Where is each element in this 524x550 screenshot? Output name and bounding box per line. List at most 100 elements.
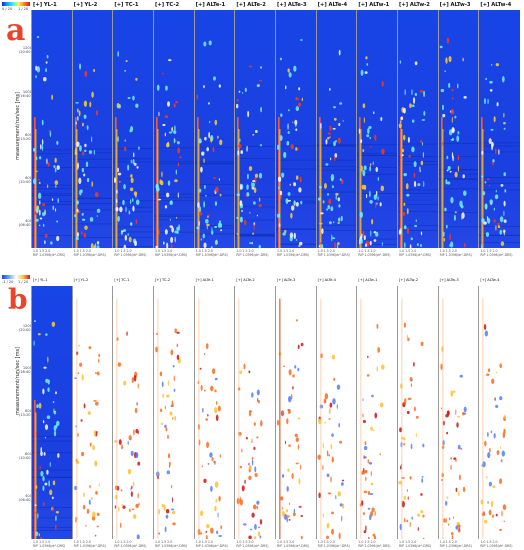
signal-spot <box>237 98 240 102</box>
lane-title[interactable]: [+] ALTe-4 <box>317 2 348 8</box>
signal-spot <box>333 156 335 162</box>
signal-spot <box>403 322 406 328</box>
signal-spot <box>175 100 178 104</box>
signal-spot <box>296 202 299 207</box>
signal-spot <box>380 117 383 122</box>
signal-spot <box>334 153 337 158</box>
rip-line <box>359 117 361 248</box>
signal-spot <box>165 514 169 519</box>
lane-title[interactable]: [+] ALTe-3 <box>277 2 307 8</box>
signal-spot <box>96 525 99 528</box>
band <box>72 197 114 199</box>
signal-spot <box>93 149 95 155</box>
signal-spot <box>46 469 49 475</box>
signal-spot <box>339 503 343 507</box>
signal-spot <box>96 208 100 213</box>
signal-spot <box>366 63 369 66</box>
signal-spot <box>82 173 85 177</box>
difference-streak <box>116 298 118 539</box>
panel-b-y-axis-label: measurement/run/sec [ms] <box>15 346 21 415</box>
signal-spot <box>132 95 135 101</box>
signal-spot <box>379 202 383 207</box>
signal-spot <box>167 59 172 62</box>
signal-spot <box>442 231 445 237</box>
lane-title[interactable]: [+] ALTe-2 <box>236 278 255 282</box>
lane-title[interactable]: [+] ALTe-4 <box>317 278 336 282</box>
lane-title[interactable]: [+] ALTe-1 <box>195 2 226 8</box>
signal-spot <box>214 186 219 193</box>
lane-title[interactable]: [+] ALTw-4 <box>480 2 512 8</box>
signal-spot <box>54 167 57 173</box>
signal-spot <box>35 156 38 161</box>
lane-title[interactable]: [+] YL-1 <box>33 278 48 282</box>
signal-spot <box>341 479 344 482</box>
signal-spot <box>421 119 426 121</box>
lane-title[interactable]: [+] ALTw-2 <box>399 2 430 8</box>
lane-title[interactable]: [+] YL-2 <box>73 2 98 8</box>
panel-b-colorbar-max: 1 / 20 <box>18 280 29 284</box>
signal-spot <box>375 167 379 173</box>
lane-title[interactable]: [+] TC-1 <box>114 278 130 282</box>
signal-spot <box>413 161 417 168</box>
band <box>154 216 195 217</box>
band <box>316 224 358 226</box>
signal-spot <box>406 227 410 235</box>
signal-spot <box>129 508 131 513</box>
signal-spot <box>260 106 263 113</box>
lane-title[interactable]: [+] ALTw-2 <box>399 278 419 282</box>
rip-glow <box>197 129 200 248</box>
signal-spot <box>378 176 380 181</box>
signal-spot <box>325 535 329 539</box>
signal-spot <box>130 174 133 178</box>
signal-spot <box>258 204 263 208</box>
band <box>398 189 439 191</box>
signal-spot <box>481 218 486 223</box>
signal-spot <box>300 515 304 517</box>
lane-title[interactable]: [+] TC-2 <box>155 278 171 282</box>
lane-x-label: RIP 1.0396(dr²-DRS) <box>33 253 66 257</box>
signal-spot <box>490 89 493 92</box>
signal-spot <box>52 480 56 486</box>
signal-spot <box>502 75 505 83</box>
signal-spot <box>203 242 207 248</box>
signal-spot <box>115 207 119 212</box>
band <box>398 192 439 194</box>
signal-spot <box>88 499 91 505</box>
signal-spot <box>292 512 296 517</box>
difference-streak <box>360 298 362 539</box>
signal-spot <box>256 506 259 510</box>
lane-title[interactable]: [+] ALTw-1 <box>358 2 390 8</box>
signal-spot <box>277 176 282 183</box>
signal-spot <box>414 92 417 97</box>
lane-title[interactable]: [+] ALTw-1 <box>358 278 378 282</box>
lane-title[interactable]: [+] ALTw-4 <box>480 278 500 282</box>
signal-spot <box>338 102 342 105</box>
band <box>479 182 520 184</box>
lane-title[interactable]: [+] TC-1 <box>114 2 139 8</box>
signal-spot <box>328 125 332 132</box>
lane-title[interactable]: [+] YL-2 <box>73 278 89 282</box>
band <box>72 167 114 168</box>
signal-spot <box>332 106 336 109</box>
signal-spot <box>134 191 138 196</box>
signal-spot <box>240 200 243 206</box>
lane-title[interactable]: [+] YL-1 <box>33 2 57 8</box>
lane-title[interactable]: [+] ALTe-1 <box>195 278 214 282</box>
lane-title[interactable]: [+] ALTw-3 <box>439 2 471 8</box>
band <box>276 145 317 147</box>
lane-title[interactable]: [+] ALTe-2 <box>236 2 266 8</box>
signal-spot <box>328 221 332 225</box>
signal-spot <box>236 232 239 236</box>
signal-spot <box>420 231 423 236</box>
lane-title[interactable]: [+] TC-2 <box>155 2 180 8</box>
lane-title[interactable]: [+] ALTw-3 <box>439 278 459 282</box>
signal-spot <box>340 179 344 184</box>
signal-spot <box>47 356 49 363</box>
signal-spot <box>213 407 217 414</box>
signal-spot <box>446 155 448 160</box>
lane-title[interactable]: [+] ALTe-3 <box>277 278 296 282</box>
signal-spot <box>326 193 329 196</box>
band <box>32 517 73 519</box>
signal-spot <box>120 489 123 492</box>
signal-spot <box>487 500 490 504</box>
